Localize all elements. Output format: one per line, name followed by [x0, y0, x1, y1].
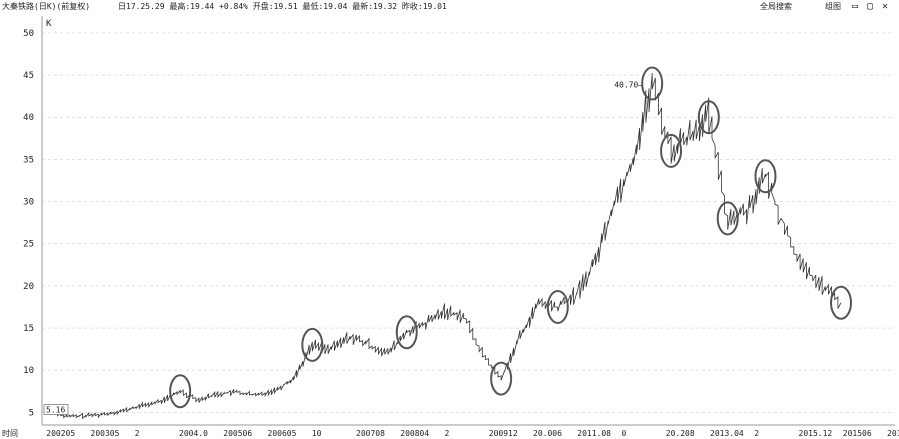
- x-tick-label: 200804: [400, 429, 429, 438]
- x-tick-label: 2015.12: [799, 429, 833, 438]
- search-global-button[interactable]: 全局搜索: [760, 2, 792, 11]
- min-price-box: [43, 404, 69, 415]
- price-series-line: [47, 73, 842, 420]
- x-tick-label: 2: [135, 429, 140, 438]
- circle-highlight-marker: [716, 201, 739, 236]
- y-tick-label: 15: [23, 324, 34, 334]
- x-tick-label: 200506: [223, 429, 252, 438]
- x-tick-label: 2011.08: [577, 429, 611, 438]
- x-tick-label: 201506: [887, 429, 899, 438]
- min-price-label: 5.16: [46, 406, 65, 415]
- circle-highlight-marker: [830, 285, 852, 320]
- circle-highlight-marker: [697, 100, 720, 135]
- circle-highlight-marker: [169, 374, 192, 409]
- y-tick-label: 50: [23, 29, 34, 39]
- x-tick-label: 2: [445, 429, 450, 438]
- circle-highlight-marker: [490, 361, 513, 396]
- circle-highlight-marker: [660, 133, 683, 168]
- close-icon[interactable]: ✕: [882, 1, 889, 12]
- x-tick-label: 200605: [268, 429, 297, 438]
- x-tick-label: 200205: [46, 429, 75, 438]
- y-tick-label: 10: [23, 366, 34, 376]
- y-tick-label: 45: [23, 71, 34, 81]
- restore-icon[interactable]: ▢: [867, 1, 874, 12]
- chart-title: 大秦铁路(日K)(前复权): [2, 2, 91, 11]
- layout-button[interactable]: 组图: [825, 2, 841, 11]
- x-tick-label: 201506: [843, 429, 872, 438]
- x-tick-label: 2004.0: [179, 429, 208, 438]
- x-tick-label: 2: [754, 429, 759, 438]
- circle-highlight-marker: [546, 289, 569, 324]
- y-tick-label: 25: [23, 240, 34, 250]
- x-tick-label: 时间: [2, 428, 18, 438]
- x-tick-label: 2013.04: [710, 429, 744, 438]
- y-tick-label: 40: [23, 113, 34, 123]
- y-tick-label: 20: [23, 282, 34, 292]
- quote-line: 日17.25.29 最高:19.44 +0.84% 开盘:19.51 最低:19…: [118, 2, 447, 11]
- circle-highlight-marker: [754, 159, 777, 194]
- x-tick-label: 20.006: [533, 429, 562, 438]
- y-tick-label: 5: [29, 408, 34, 418]
- circle-highlight-marker: [395, 315, 418, 350]
- minimize-icon[interactable]: ▭: [852, 1, 859, 12]
- chart-header: 大秦铁路(日K)(前复权) 日17.25.29 最高:19.44 +0.84% …: [0, 0, 899, 14]
- circle-highlight-marker: [641, 66, 664, 101]
- x-tick-label: 200305: [91, 429, 120, 438]
- y-tick-label: 30: [23, 198, 34, 208]
- y-tick-label: 35: [23, 155, 34, 165]
- circle-highlight-marker: [301, 327, 324, 362]
- x-tick-label: 10: [312, 429, 322, 438]
- x-tick-label: 0: [622, 429, 627, 438]
- x-tick-label: 200708: [356, 429, 385, 438]
- y-unit-label: K: [46, 19, 52, 29]
- x-tick-label: 200912: [489, 429, 518, 438]
- x-tick-label: 20.208: [666, 429, 695, 438]
- max-price-label: 40.70→: [614, 80, 643, 89]
